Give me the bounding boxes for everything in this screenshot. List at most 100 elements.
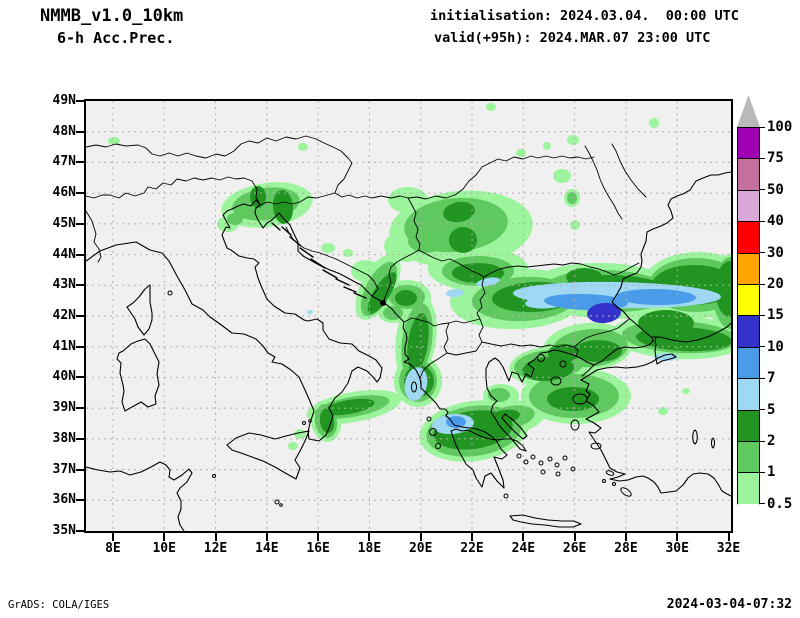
x-axis-tick [624, 533, 627, 541]
small-islands [167, 290, 632, 507]
model-title: NMMB_v1.0_10km [40, 6, 184, 26]
y-axis-label: 37N [52, 461, 76, 477]
y-axis-tick [76, 499, 84, 502]
x-axis-label: 14E [255, 541, 279, 556]
y-axis-tick [76, 314, 84, 317]
x-axis-label: 22E [460, 541, 484, 556]
x-axis-label: 10E [152, 541, 176, 556]
legend-tick [760, 126, 765, 128]
legend-segment [737, 315, 760, 348]
legend-tick [760, 220, 765, 222]
x-axis-label: 30E [665, 541, 689, 556]
grads-credit: GrADS: COLA/IGES [8, 599, 110, 611]
x-axis-tick [163, 533, 166, 541]
coast-marmara [580, 336, 677, 381]
legend-tick [760, 440, 765, 442]
y-axis-tick [76, 192, 84, 195]
legend-segment [737, 127, 760, 160]
x-axis-label: 28E [614, 541, 638, 556]
legend-value-label: 75 [767, 150, 784, 167]
legend-tick [760, 189, 765, 191]
legend-tick [760, 346, 765, 348]
y-axis-tick [76, 376, 84, 379]
y-axis-tick [76, 130, 84, 133]
y-axis-tick [76, 529, 84, 532]
legend-segment [737, 472, 760, 505]
coast-italy [86, 199, 383, 442]
legend-segment [737, 189, 760, 223]
y-axis-label: 38N [52, 430, 76, 446]
legend-value-label: 0.5 [767, 495, 793, 512]
valid-label: valid(+95h): 2024.MAR.07 23:00 UTC [434, 30, 711, 46]
legend-value-label: 30 [767, 244, 784, 261]
y-axis-tick [76, 222, 84, 225]
coast-anatolia [580, 379, 731, 497]
legend-tick [760, 503, 765, 505]
y-axis-label: 39N [52, 400, 76, 416]
coast-sicily [226, 430, 310, 480]
coastlines [86, 171, 731, 531]
coast-croatian-islands [271, 222, 367, 299]
coast-corsica [126, 284, 153, 336]
legend-value-label: 50 [767, 181, 784, 198]
dense-coast-marker [380, 300, 386, 306]
legend-value-label: 5 [767, 401, 776, 418]
coast-crete [509, 514, 582, 528]
precip-level-10-15 [587, 302, 621, 324]
legend-segment [737, 252, 760, 285]
legend-below-min-arrow [737, 503, 760, 540]
country-borders [86, 135, 647, 386]
x-axis-label: 32E [716, 541, 741, 556]
x-axis-tick [111, 533, 114, 541]
y-axis-label: 35N [52, 522, 76, 538]
coast-euboea [501, 413, 528, 440]
legend-value-label: 100 [767, 119, 793, 135]
y-axis-tick [76, 100, 84, 102]
x-axis-tick [214, 533, 217, 541]
map-canvas [86, 101, 731, 531]
coast-north-africa [86, 461, 193, 531]
legend-segment [737, 441, 760, 474]
y-axis-label: 42N [52, 307, 76, 323]
legend-value-label: 10 [767, 338, 784, 355]
legend-segment [737, 378, 760, 411]
render-timestamp: 2024-03-04-07:32 [666, 597, 792, 612]
initialisation-label: initialisation: 2024.03.04. 00:00 UTC [430, 8, 739, 24]
legend-tick [760, 377, 765, 379]
y-axis-label: 46N [52, 185, 76, 201]
x-axis-tick [573, 533, 576, 541]
legend-segment [737, 409, 760, 442]
legend-segment [737, 346, 760, 380]
y-axis-label: 44N [52, 246, 76, 262]
legend-value-label: 7 [767, 370, 776, 387]
y-axis-label: 49N [52, 93, 76, 108]
x-axis-tick [368, 533, 371, 541]
legend-tick [760, 314, 765, 316]
y-axis-tick [76, 284, 84, 287]
y-axis-label: 45N [52, 215, 76, 231]
legend-tick [760, 471, 765, 473]
x-axis-tick [471, 533, 474, 541]
y-axis-label: 48N [52, 123, 76, 139]
x-axis-label: 18E [357, 541, 382, 556]
x-axis-tick [727, 533, 730, 541]
coast-east-adriatic-greece [254, 204, 595, 489]
legend-value-label: 40 [767, 213, 784, 230]
legend-segment [737, 221, 760, 254]
product-title: 6-h Acc.Prec. [57, 29, 175, 47]
y-axis-tick [76, 161, 84, 164]
y-axis-tick [76, 468, 84, 471]
x-axis-tick [317, 533, 320, 541]
legend-tick [760, 157, 765, 159]
x-axis-label: 20E [408, 541, 433, 556]
x-axis-tick [419, 533, 422, 541]
x-axis-label: 8E [105, 541, 121, 556]
x-axis-label: 24E [511, 541, 536, 556]
legend-above-max-arrow [737, 95, 760, 127]
x-axis-tick [265, 533, 268, 541]
y-axis-tick [76, 437, 84, 440]
lakes-anatolia [692, 429, 716, 449]
coast-black-sea [611, 171, 731, 343]
legend-tick [760, 283, 765, 285]
